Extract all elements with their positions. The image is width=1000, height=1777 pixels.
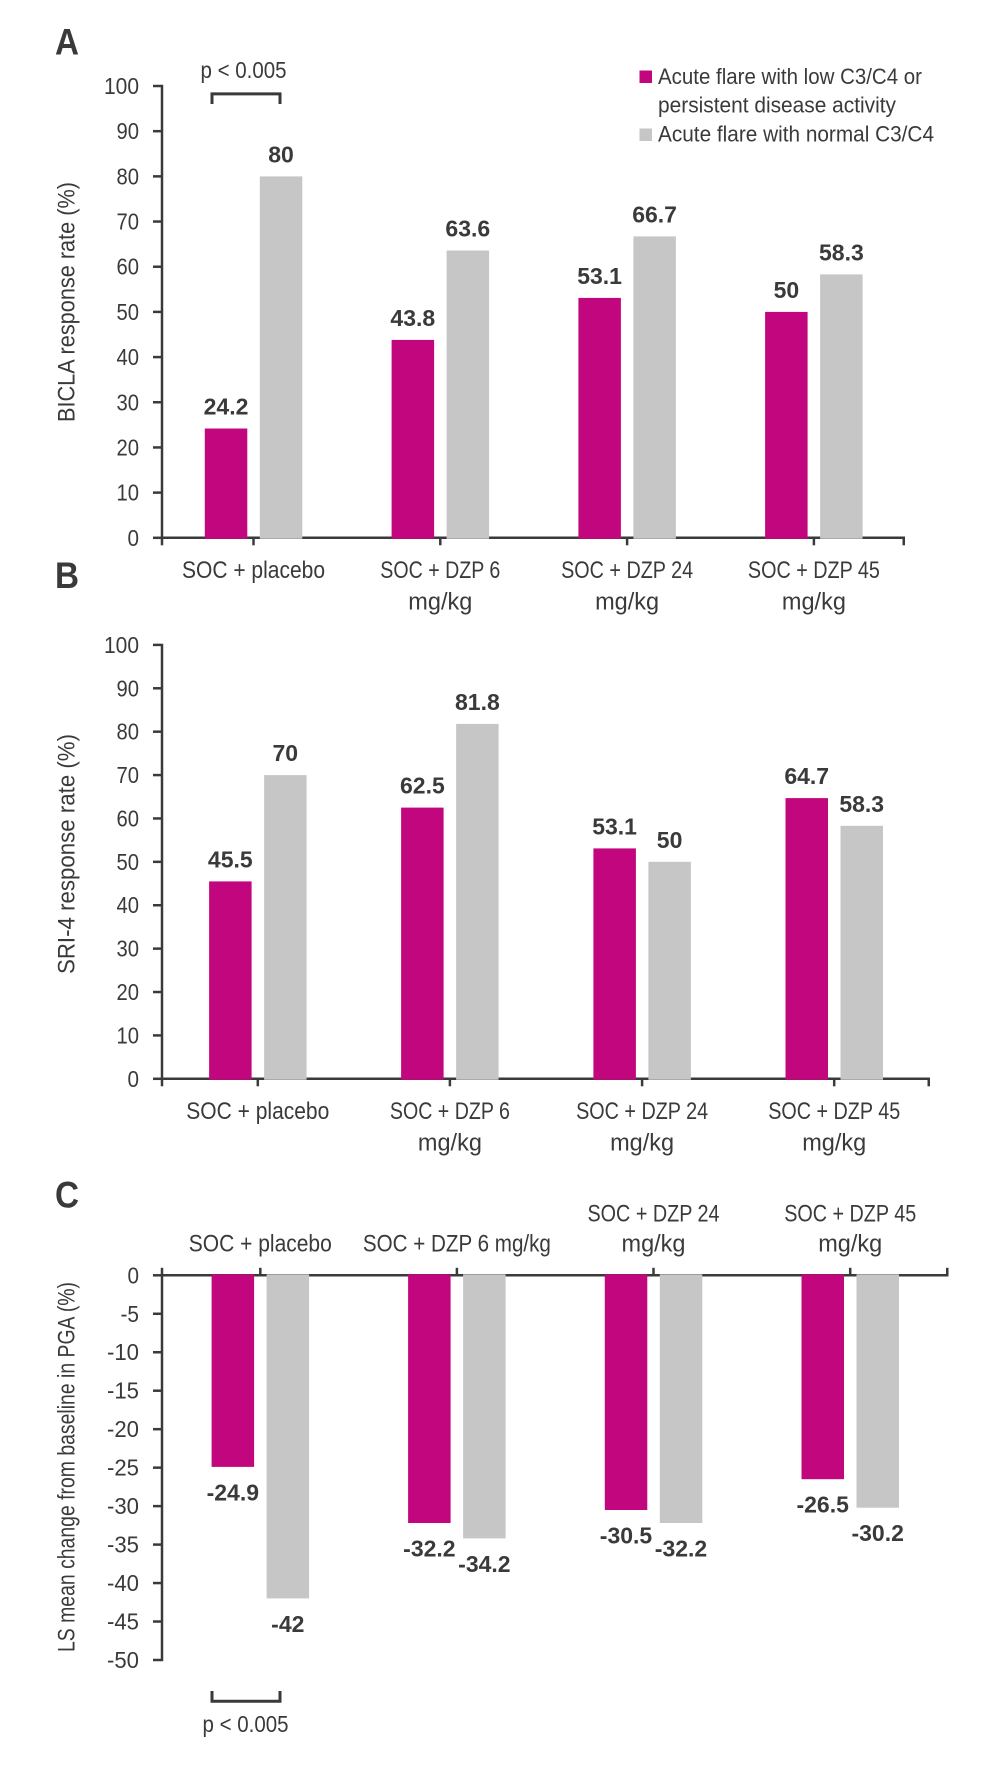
svg-text:40: 40 [117, 344, 140, 370]
svg-text:-50: -50 [107, 1647, 139, 1673]
svg-text:SOC + placebo: SOC + placebo [186, 1098, 329, 1125]
svg-text:58.3: 58.3 [839, 791, 884, 817]
svg-text:SOC + DZP 6: SOC + DZP 6 [390, 1098, 510, 1125]
svg-text:58.3: 58.3 [819, 239, 864, 265]
svg-text:C: C [55, 1175, 79, 1216]
svg-text:90: 90 [117, 675, 140, 701]
svg-text:Acute flare with normal C3/C4: Acute flare with normal C3/C4 [658, 122, 934, 147]
svg-text:A: A [55, 22, 79, 63]
svg-text:SRI-4 response rate (%): SRI-4 response rate (%) [54, 734, 81, 974]
svg-text:100: 100 [104, 73, 139, 99]
svg-text:53.1: 53.1 [592, 813, 637, 839]
svg-text:24.2: 24.2 [204, 393, 249, 419]
svg-text:30: 30 [117, 389, 140, 415]
svg-text:50: 50 [117, 849, 140, 875]
svg-text:50: 50 [774, 277, 800, 303]
svg-text:mg/kg: mg/kg [610, 1129, 674, 1156]
svg-text:50: 50 [657, 827, 683, 853]
svg-text:-32.2: -32.2 [403, 1536, 455, 1562]
svg-text:SOC + placebo: SOC + placebo [189, 1231, 332, 1258]
svg-text:SOC + DZP 6 mg/kg: SOC + DZP 6 mg/kg [363, 1231, 551, 1258]
svg-text:60: 60 [117, 805, 140, 831]
svg-text:-35: -35 [107, 1532, 139, 1558]
svg-text:10: 10 [117, 1022, 140, 1048]
svg-text:-30: -30 [107, 1493, 139, 1519]
svg-text:-45: -45 [107, 1609, 139, 1635]
svg-text:SOC + DZP 24: SOC + DZP 24 [576, 1098, 708, 1125]
svg-text:B: B [55, 555, 79, 596]
svg-text:-26.5: -26.5 [796, 1492, 849, 1518]
svg-text:43.8: 43.8 [390, 305, 435, 331]
svg-text:-40: -40 [107, 1570, 139, 1596]
svg-text:mg/kg: mg/kg [782, 588, 846, 615]
svg-text:-5: -5 [121, 1301, 140, 1327]
svg-text:45.5: 45.5 [208, 846, 253, 872]
svg-text:80: 80 [268, 141, 294, 167]
svg-text:50: 50 [117, 299, 140, 325]
svg-text:80: 80 [117, 719, 140, 745]
svg-text:mg/kg: mg/kg [408, 588, 472, 615]
svg-text:Acute flare with low C3/C4 or: Acute flare with low C3/C4 or [658, 64, 922, 89]
svg-text:70: 70 [117, 762, 140, 788]
svg-text:-15: -15 [107, 1378, 139, 1404]
svg-text:60: 60 [117, 254, 140, 280]
svg-text:70: 70 [273, 740, 299, 766]
svg-text:-34.2: -34.2 [458, 1551, 510, 1577]
svg-text:-30.5: -30.5 [600, 1522, 653, 1548]
svg-text:63.6: 63.6 [445, 215, 490, 241]
svg-text:mg/kg: mg/kg [622, 1231, 686, 1258]
svg-text:81.8: 81.8 [455, 689, 500, 715]
svg-text:mg/kg: mg/kg [418, 1129, 482, 1156]
svg-text:-32.2: -32.2 [655, 1536, 707, 1562]
svg-text:70: 70 [117, 209, 140, 235]
svg-text:62.5: 62.5 [400, 773, 445, 799]
svg-text:p < 0.005: p < 0.005 [201, 57, 287, 83]
svg-text:persistent disease activity: persistent disease activity [658, 93, 897, 118]
svg-text:-10: -10 [107, 1339, 139, 1365]
svg-text:100: 100 [104, 632, 139, 658]
svg-text:80: 80 [117, 163, 140, 189]
svg-text:20: 20 [117, 434, 140, 460]
svg-text:-20: -20 [107, 1416, 139, 1442]
svg-text:LS mean change from baseline i: LS mean change from baseline in PGA (%) [54, 1282, 81, 1652]
svg-text:mg/kg: mg/kg [818, 1231, 882, 1258]
svg-text:-25: -25 [107, 1455, 139, 1481]
svg-text:SOC + DZP 45: SOC + DZP 45 [784, 1201, 916, 1228]
svg-text:0: 0 [128, 1066, 140, 1092]
svg-text:66.7: 66.7 [632, 201, 677, 227]
svg-text:SOC + placebo: SOC + placebo [182, 557, 325, 584]
svg-text:SOC + DZP 24: SOC + DZP 24 [561, 557, 693, 584]
svg-text:10: 10 [117, 480, 140, 506]
svg-text:SOC + DZP 6: SOC + DZP 6 [380, 557, 500, 584]
svg-text:20: 20 [117, 979, 140, 1005]
svg-text:30: 30 [117, 936, 140, 962]
svg-text:-42: -42 [271, 1611, 304, 1637]
svg-text:90: 90 [117, 118, 140, 144]
svg-text:SOC + DZP 45: SOC + DZP 45 [768, 1098, 900, 1125]
svg-text:BICLA response rate (%): BICLA response rate (%) [54, 182, 81, 422]
svg-text:mg/kg: mg/kg [802, 1129, 866, 1156]
svg-text:p < 0.005: p < 0.005 [203, 1711, 289, 1737]
svg-text:0: 0 [128, 1262, 140, 1288]
svg-text:64.7: 64.7 [784, 763, 829, 789]
svg-text:-24.9: -24.9 [207, 1479, 259, 1505]
svg-text:0: 0 [128, 525, 140, 551]
svg-text:40: 40 [117, 892, 140, 918]
svg-text:-30.2: -30.2 [851, 1520, 903, 1546]
svg-text:SOC + DZP 45: SOC + DZP 45 [748, 557, 880, 584]
svg-text:SOC + DZP 24: SOC + DZP 24 [588, 1201, 720, 1228]
svg-text:53.1: 53.1 [577, 263, 622, 289]
svg-text:mg/kg: mg/kg [595, 588, 659, 615]
